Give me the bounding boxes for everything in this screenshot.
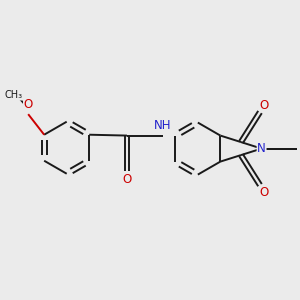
Text: O: O (260, 186, 269, 199)
Text: O: O (24, 98, 33, 111)
Text: O: O (122, 173, 132, 186)
Text: NH: NH (154, 119, 171, 132)
Text: N: N (257, 142, 266, 155)
Text: O: O (260, 99, 269, 112)
Text: CH₃: CH₃ (4, 90, 22, 100)
